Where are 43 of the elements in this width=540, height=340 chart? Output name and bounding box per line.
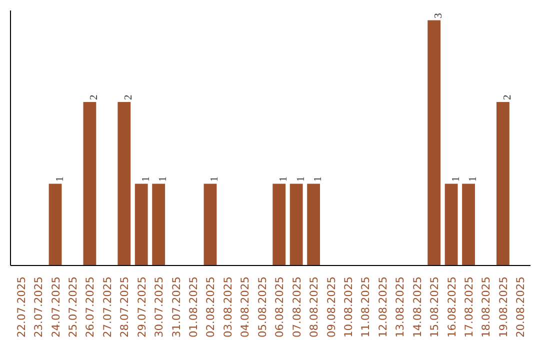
x-tick-label: 08.08.2025 xyxy=(308,276,321,338)
x-tick-label: 15.08.2025 xyxy=(428,276,442,338)
x-tick-label: 05.08.2025 xyxy=(256,276,269,338)
x-tick-label: 12.08.2025 xyxy=(376,276,390,338)
x-tick-label: 09.08.2025 xyxy=(324,276,338,338)
x-tick-label: 31.07.2025 xyxy=(170,276,183,338)
x-tick-label: 17.08.2025 xyxy=(462,276,476,338)
x-tick-label: 06.08.2025 xyxy=(273,276,286,338)
data-label: 2 xyxy=(89,94,100,100)
x-tick-label: 18.08.2025 xyxy=(480,276,493,338)
x-tick-label: 04.08.2025 xyxy=(238,276,252,338)
x-tick-label: 02.08.2025 xyxy=(204,276,218,338)
data-label: 1 xyxy=(450,176,462,182)
x-tick-label: 16.08.2025 xyxy=(445,276,458,338)
x-tick-label: 23.07.2025 xyxy=(32,276,46,338)
data-label: 1 xyxy=(158,176,170,182)
x-tick-label: 03.08.2025 xyxy=(221,276,234,338)
x-tick-label: 14.08.2025 xyxy=(410,276,424,338)
data-label: 1 xyxy=(296,176,307,182)
data-label: 1 xyxy=(468,176,480,182)
x-tick-label: 25.07.2025 xyxy=(66,276,80,338)
x-tick-label: 26.07.2025 xyxy=(84,276,97,338)
data-label: 2 xyxy=(124,94,135,100)
x-tick-label: 29.07.2025 xyxy=(135,276,148,338)
x-tick-label: 20.08.2025 xyxy=(514,276,528,338)
data-label: 2 xyxy=(502,94,514,100)
x-tick-label: 10.08.2025 xyxy=(342,276,355,338)
data-label: 1 xyxy=(278,176,290,182)
x-tick-label: 30.07.2025 xyxy=(152,276,166,338)
data-label: 1 xyxy=(140,176,152,182)
x-tick-label: 22.07.2025 xyxy=(14,276,28,338)
data-label: 1 xyxy=(210,176,221,182)
x-tick-label: 01.08.2025 xyxy=(187,276,200,338)
x-tick-label: 19.08.2025 xyxy=(496,276,510,338)
x-tick-label: 13.08.2025 xyxy=(394,276,407,338)
data-label: 1 xyxy=(54,176,66,182)
x-tick-label: 28.07.2025 xyxy=(118,276,132,338)
data-label: 1 xyxy=(313,176,324,182)
x-tick-label: 24.07.2025 xyxy=(49,276,62,338)
x-tick-label: 27.07.2025 xyxy=(100,276,114,338)
x-tick-label: 11.08.2025 xyxy=(359,276,372,338)
x-tick-label: 07.08.2025 xyxy=(290,276,304,338)
data-label: 3 xyxy=(434,12,445,18)
